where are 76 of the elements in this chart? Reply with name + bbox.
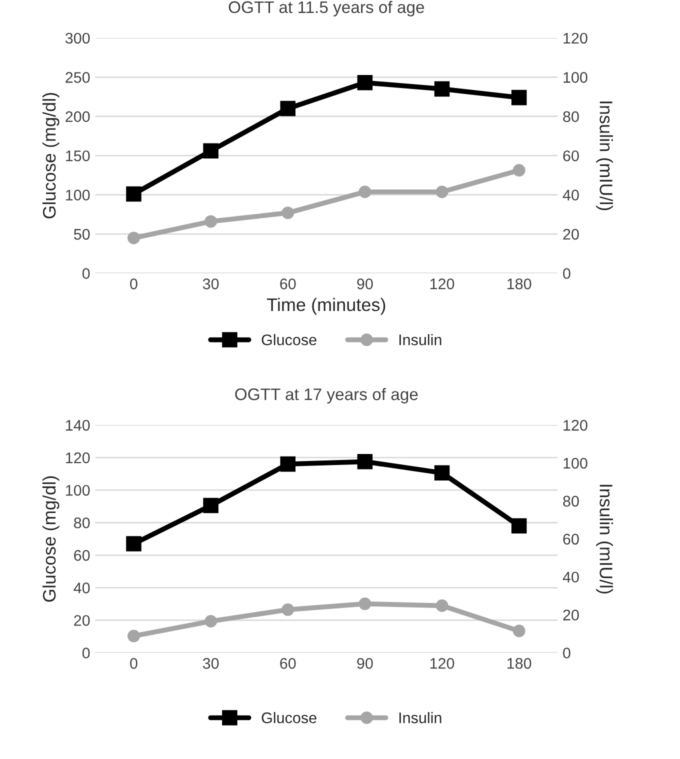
x-tick-label: 180: [507, 658, 532, 669]
point: [358, 186, 372, 198]
point: [434, 81, 450, 97]
legend-label: Glucose: [262, 334, 316, 346]
x-tick-label: 0: [130, 658, 138, 669]
y2-tick-label: 120: [564, 420, 588, 431]
y-tick-label: 250: [66, 72, 90, 83]
point: [511, 518, 527, 534]
x-tick-label: 60: [280, 658, 296, 669]
point: [204, 614, 218, 628]
x-tick-label: 90: [357, 658, 373, 669]
y-tick-label: 0: [82, 648, 90, 658]
y-axis-title: Glucose (mg/dl): [42, 92, 60, 218]
x-tick-label: 120: [430, 278, 454, 290]
y2-tick-label: 20: [563, 228, 579, 240]
x-tick-label: 30: [202, 658, 219, 669]
x-tick-label: 0: [130, 278, 138, 290]
y2-tick-label: 60: [563, 150, 579, 162]
point: [280, 100, 296, 116]
y-tick-label: 200: [66, 111, 90, 122]
x-tick-label: 60: [280, 278, 296, 290]
y2-tick-label: 60: [563, 534, 579, 545]
x-tick-label: 180: [507, 278, 532, 290]
y-tick-label: 0: [82, 268, 90, 279]
point: [434, 465, 450, 480]
y2-tick-label: 40: [562, 190, 579, 200]
x-tick-label: 30: [202, 278, 219, 290]
y2-tick-label: 0: [563, 268, 570, 279]
point: [512, 164, 526, 177]
point: [357, 454, 373, 470]
y-tick-label: 40: [74, 582, 90, 594]
y2-tick-label: 80: [563, 111, 579, 122]
y-tick-label: 100: [66, 484, 90, 496]
x-tick-label: 90: [357, 278, 373, 290]
y-tick-label: 120: [66, 452, 90, 464]
y2-tick-label: 120: [564, 32, 588, 44]
y2-tick-label: 20: [563, 610, 579, 620]
chart-title: OGTT at 17 years of age: [235, 388, 418, 404]
y-tick-label: 80: [74, 517, 90, 528]
point: [357, 75, 373, 90]
y2-tick-label: 0: [563, 648, 570, 658]
y-tick-label: 100: [66, 190, 90, 200]
y2-tick-label: 100: [564, 72, 588, 83]
point: [282, 603, 294, 616]
y2-tick-label: 100: [564, 458, 588, 469]
y2-axis-title: Insulin (mIU/l): [596, 484, 613, 594]
y-axis-title: Glucose (mg/dl): [42, 476, 60, 602]
point: [126, 186, 142, 202]
y2-tick-label: 80: [563, 496, 579, 507]
point: [203, 498, 218, 514]
legend-label: Insulin: [399, 712, 442, 724]
point: [436, 599, 448, 612]
y2-tick-label: 40: [562, 572, 579, 583]
point: [203, 143, 218, 159]
point: [204, 215, 218, 228]
y-tick-label: 140: [66, 420, 90, 431]
y-tick-label: 300: [65, 32, 90, 44]
point: [126, 536, 142, 552]
point: [127, 630, 140, 642]
point: [282, 206, 294, 220]
legend-label: Glucose: [262, 712, 316, 724]
point: [280, 456, 296, 472]
chart-title: OGTT at 11.5 years of age: [228, 0, 424, 16]
point: [436, 186, 448, 198]
x-axis-title: Time (minutes): [266, 298, 386, 315]
y-tick-label: 20: [74, 615, 90, 626]
point: [358, 598, 372, 610]
point: [511, 90, 527, 106]
y-tick-label: 60: [74, 550, 90, 561]
y-tick-label: 50: [74, 228, 90, 240]
y-tick-label: 150: [66, 150, 90, 162]
point: [127, 232, 140, 244]
legend-label: Insulin: [399, 334, 442, 346]
point: [512, 624, 526, 638]
x-tick-label: 120: [430, 658, 454, 669]
y2-axis-title: Insulin (mIU/l): [596, 102, 613, 210]
